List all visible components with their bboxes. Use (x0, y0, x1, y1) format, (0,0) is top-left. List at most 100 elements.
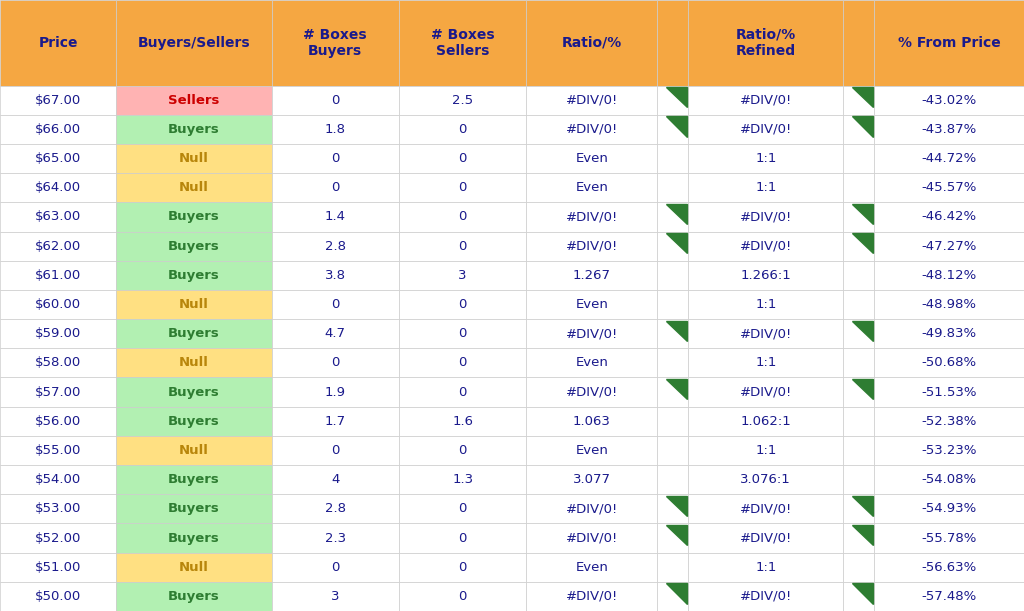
Text: #DIV/0!: #DIV/0! (739, 532, 792, 544)
Text: -56.63%: -56.63% (922, 561, 977, 574)
Text: -54.08%: -54.08% (922, 473, 977, 486)
Bar (117, 436, 271, 465)
Bar (844, 378, 874, 407)
Bar (399, 582, 526, 611)
Text: -43.87%: -43.87% (922, 123, 977, 136)
Bar (844, 115, 874, 144)
Bar (657, 232, 688, 261)
Bar (526, 261, 657, 290)
Text: 0: 0 (459, 327, 467, 340)
Polygon shape (852, 379, 872, 400)
Text: 2.5: 2.5 (453, 93, 473, 107)
Bar (117, 290, 271, 319)
Text: 4: 4 (331, 473, 339, 486)
Text: #DIV/0!: #DIV/0! (565, 210, 617, 224)
Bar (844, 173, 874, 202)
Text: $54.00: $54.00 (35, 473, 81, 486)
Text: Even: Even (575, 181, 608, 194)
Bar (399, 494, 526, 524)
Text: Null: Null (179, 561, 209, 574)
Bar (874, 582, 1024, 611)
Bar (657, 552, 688, 582)
Text: -50.68%: -50.68% (922, 356, 977, 370)
Polygon shape (852, 496, 872, 516)
Text: 1.3: 1.3 (453, 473, 473, 486)
Bar (657, 0, 688, 86)
Bar (844, 261, 874, 290)
Bar (688, 494, 844, 524)
Polygon shape (667, 525, 687, 546)
Bar (688, 378, 844, 407)
Bar (526, 552, 657, 582)
Bar (688, 436, 844, 465)
Text: -52.38%: -52.38% (922, 415, 977, 428)
Bar (874, 552, 1024, 582)
Text: 0: 0 (459, 356, 467, 370)
Bar (657, 348, 688, 378)
Polygon shape (667, 496, 687, 516)
Bar (0, 319, 117, 348)
Bar (399, 232, 526, 261)
Text: 0: 0 (459, 502, 467, 515)
Bar (657, 115, 688, 144)
Bar (271, 582, 399, 611)
Text: 2.8: 2.8 (325, 502, 346, 515)
Polygon shape (852, 584, 872, 604)
Text: 3: 3 (331, 590, 340, 603)
Text: $51.00: $51.00 (35, 561, 81, 574)
Text: $58.00: $58.00 (35, 356, 81, 370)
Text: Buyers: Buyers (168, 240, 220, 252)
Polygon shape (852, 87, 872, 108)
Text: $52.00: $52.00 (35, 532, 81, 544)
Bar (657, 436, 688, 465)
Bar (526, 319, 657, 348)
Text: -54.93%: -54.93% (922, 502, 977, 515)
Bar (874, 232, 1024, 261)
Text: $50.00: $50.00 (35, 590, 81, 603)
Text: #DIV/0!: #DIV/0! (739, 123, 792, 136)
Bar (526, 115, 657, 144)
Bar (399, 436, 526, 465)
Bar (657, 86, 688, 115)
Bar (271, 465, 399, 494)
Text: 0: 0 (459, 152, 467, 165)
Text: Price: Price (39, 36, 78, 49)
Text: 1.9: 1.9 (325, 386, 346, 398)
Bar (844, 494, 874, 524)
Bar (874, 524, 1024, 552)
Bar (874, 378, 1024, 407)
Bar (526, 524, 657, 552)
Bar (117, 202, 271, 232)
Text: #DIV/0!: #DIV/0! (565, 502, 617, 515)
Bar (657, 261, 688, 290)
Bar (0, 0, 117, 86)
Text: Sellers: Sellers (168, 93, 219, 107)
Text: 0: 0 (331, 152, 339, 165)
Bar (271, 144, 399, 173)
Text: 0: 0 (459, 386, 467, 398)
Bar (271, 115, 399, 144)
Polygon shape (852, 525, 872, 546)
Bar (657, 144, 688, 173)
Text: -43.02%: -43.02% (922, 93, 977, 107)
Text: -53.23%: -53.23% (922, 444, 977, 457)
Text: 0: 0 (331, 356, 339, 370)
Bar (874, 202, 1024, 232)
Bar (526, 494, 657, 524)
Text: 1.6: 1.6 (453, 415, 473, 428)
Bar (271, 0, 399, 86)
Bar (0, 552, 117, 582)
Bar (0, 173, 117, 202)
Bar (874, 290, 1024, 319)
Text: 0: 0 (459, 240, 467, 252)
Text: Ratio/%
Refined: Ratio/% Refined (735, 27, 796, 58)
Text: 2.3: 2.3 (325, 532, 346, 544)
Bar (399, 348, 526, 378)
Text: $59.00: $59.00 (35, 327, 81, 340)
Polygon shape (667, 584, 687, 604)
Bar (844, 86, 874, 115)
Text: 1.266:1: 1.266:1 (740, 269, 792, 282)
Bar (688, 173, 844, 202)
Text: $56.00: $56.00 (35, 415, 81, 428)
Text: 0: 0 (459, 532, 467, 544)
